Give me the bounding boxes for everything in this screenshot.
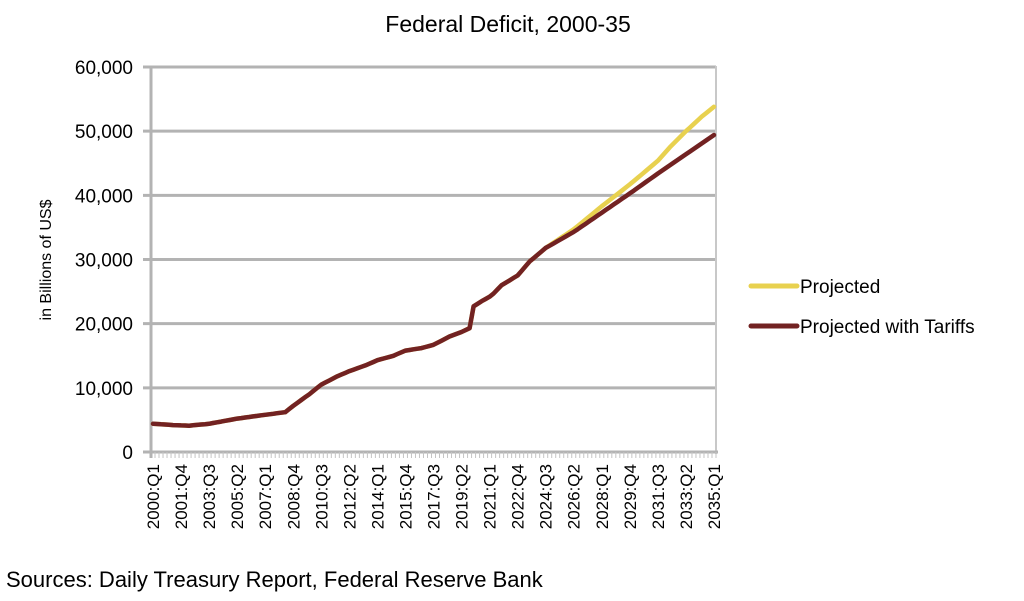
chart-title: Federal Deficit, 2000-35 bbox=[385, 11, 630, 37]
legend: Projected Projected with Tariffs bbox=[748, 277, 975, 338]
x-tick-label: 2033:Q2 bbox=[677, 464, 696, 529]
x-tick-label: 2005:Q2 bbox=[228, 464, 247, 529]
gridlines bbox=[143, 65, 716, 390]
x-tick-label: 2014:Q1 bbox=[368, 464, 387, 529]
x-tick-label: 2022:Q4 bbox=[509, 464, 528, 529]
x-tick-label: 2035:Q1 bbox=[705, 464, 724, 529]
series-line-projected-with-tariffs bbox=[150, 132, 717, 428]
x-tick-label: 2029:Q4 bbox=[621, 464, 640, 529]
x-tick-label: 2000:Q1 bbox=[144, 464, 163, 529]
x-tick-label: 2021:Q1 bbox=[481, 464, 500, 529]
series-lines bbox=[150, 104, 717, 428]
legend-item: Projected bbox=[748, 277, 880, 298]
y-tick-label: 40,000 bbox=[75, 186, 133, 207]
x-tick-label: 2012:Q2 bbox=[340, 464, 359, 529]
x-tick-label: 2026:Q2 bbox=[565, 464, 584, 529]
x-tick-label: 2001:Q4 bbox=[172, 464, 191, 529]
x-tick-label: 2010:Q3 bbox=[312, 464, 331, 529]
legend-item: Projected with Tariffs bbox=[748, 317, 975, 338]
x-tick-label: 2028:Q1 bbox=[593, 464, 612, 529]
x-tick-label: 2003:Q3 bbox=[200, 464, 219, 529]
y-tick-label: 50,000 bbox=[75, 122, 133, 143]
legend-label: Projected bbox=[800, 277, 880, 298]
x-tick-label: 2007:Q1 bbox=[256, 464, 275, 529]
x-tick-label: 2015:Q4 bbox=[396, 464, 415, 529]
axes bbox=[143, 66, 718, 458]
y-tick-label: 0 bbox=[122, 443, 133, 464]
y-tick-label: 20,000 bbox=[75, 315, 133, 336]
x-tick-label: 2008:Q4 bbox=[284, 464, 303, 529]
legend-label: Projected with Tariffs bbox=[800, 317, 975, 338]
y-tick-label: 30,000 bbox=[75, 251, 133, 272]
y-axis-label: in Billions of US$ bbox=[38, 199, 55, 320]
y-axis-ticks: 0 10,000 20,000 30,000 40,000 50,000 60,000 bbox=[75, 58, 133, 464]
source-note: Sources: Daily Treasury Report, Federal … bbox=[6, 567, 543, 592]
x-axis-ticks: 2000:Q1 2001:Q4 2003:Q3 2005:Q2 2007:Q1 2008:… bbox=[144, 464, 724, 529]
x-tick-label: 2031:Q3 bbox=[649, 464, 668, 529]
series-line-projected bbox=[150, 104, 717, 428]
y-tick-label: 10,000 bbox=[75, 379, 133, 400]
x-tick-label: 2024:Q3 bbox=[537, 464, 556, 529]
x-tick-label: 2017:Q3 bbox=[425, 464, 444, 529]
y-tick-label: 60,000 bbox=[75, 58, 133, 79]
x-tick-label: 2019:Q2 bbox=[453, 464, 472, 529]
